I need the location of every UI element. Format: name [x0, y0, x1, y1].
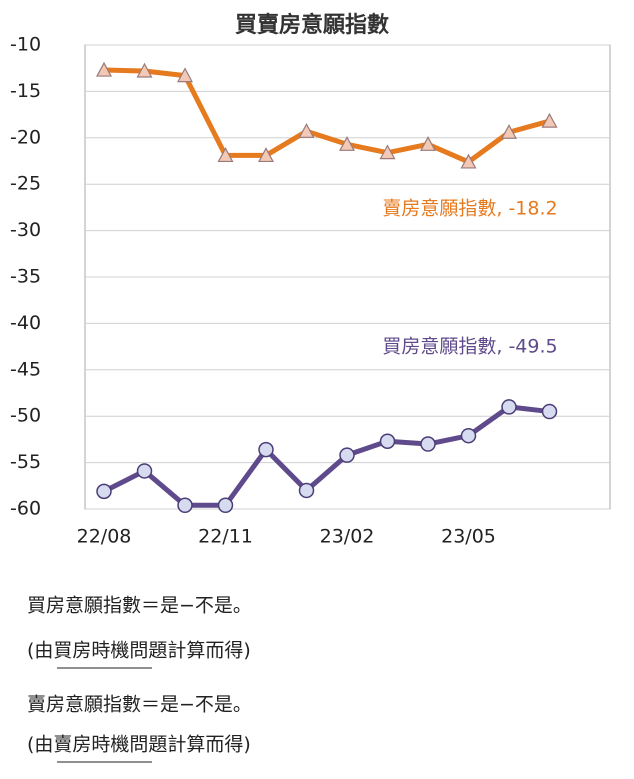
marker [176, 67, 194, 83]
note-formula: 賣房意願指數＝是−不是。 [27, 694, 252, 716]
marker [460, 427, 477, 444]
x-tick-label: 23/02 [320, 526, 375, 548]
x-tick-label: 22/11 [198, 526, 253, 548]
marker [95, 61, 113, 77]
note-formula: 買房意願指數＝是−不是。 [27, 595, 252, 617]
marker [136, 463, 153, 479]
y-tick-label: -35 [10, 266, 41, 288]
marker [257, 147, 275, 163]
marker [501, 399, 517, 415]
y-tick-label: -45 [10, 358, 41, 380]
marker [541, 112, 558, 128]
chart-title: 買賣房意願指數 [235, 12, 389, 38]
annotation: 買房意願指數, -49.5 [382, 336, 557, 358]
marker [339, 447, 355, 463]
marker [379, 144, 396, 160]
marker [136, 62, 153, 78]
note-source: (由賣房時機問題計算而得) [27, 734, 251, 756]
marker [217, 147, 234, 163]
x-tick-label: 22/08 [77, 526, 132, 548]
marker [217, 497, 234, 514]
y-tick-label: -30 [10, 219, 41, 241]
marker [177, 497, 193, 514]
y-tick-label: -10 [10, 34, 41, 56]
y-tick-label: -55 [10, 451, 41, 473]
series-line [102, 404, 550, 508]
y-tick-label: -40 [10, 312, 41, 334]
y-tick-label: -60 [10, 498, 41, 520]
marker [338, 136, 356, 151]
marker [258, 441, 274, 458]
note-source: (由買房時機問題計算而得) [27, 640, 251, 662]
series-line [103, 67, 551, 165]
annotation: 賣房意願指數, -18.2 [382, 198, 557, 220]
marker [298, 482, 315, 499]
marker [420, 436, 436, 452]
x-tick-label: 23/05 [441, 526, 496, 548]
y-tick-label: -50 [10, 405, 41, 427]
marker [541, 403, 558, 420]
y-tick-label: -15 [10, 80, 41, 102]
marker [379, 433, 396, 450]
marker [500, 123, 518, 139]
marker [298, 123, 315, 138]
marker [460, 153, 477, 169]
marker [96, 483, 112, 500]
y-tick-label: -25 [10, 173, 41, 195]
marker [419, 136, 437, 151]
y-tick-label: -20 [10, 126, 41, 148]
